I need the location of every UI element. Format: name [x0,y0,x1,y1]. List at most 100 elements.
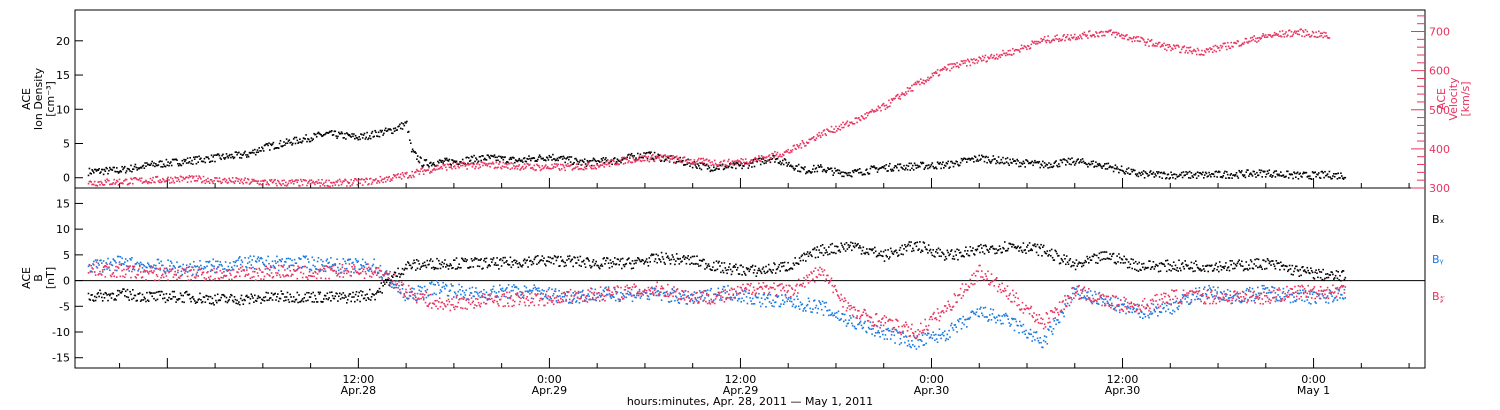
density-point [982,155,985,158]
density-point [904,169,906,171]
density-point [247,155,250,158]
bx-point [300,300,302,303]
by-point [613,296,615,298]
velocity-point [148,181,151,184]
velocity-point [1272,34,1275,37]
velocity-point [842,121,844,124]
bx-point [550,261,552,264]
bx-point [670,258,673,261]
bx-point [585,257,588,260]
by-point [323,270,325,272]
velocity-point [437,164,439,167]
density-point [389,128,391,130]
velocity-point [720,160,722,163]
velocity-point [871,108,873,111]
velocity-point [577,168,580,171]
velocity-point [627,161,629,164]
by-point [618,300,620,303]
density-point [815,167,818,169]
bx-point [824,252,827,254]
bx-point [129,290,131,293]
by-point [607,286,610,288]
velocity-point [565,164,567,166]
velocity-point [316,182,319,185]
by-point [599,296,602,298]
density-point [1218,170,1220,173]
by-point [196,265,199,267]
bx-point [806,251,809,253]
density-point [131,170,133,173]
density-point [1164,172,1166,175]
density-point [918,165,920,167]
bx-point [856,244,858,246]
bx-point [451,267,453,270]
velocity-point [1233,42,1235,44]
density-point [614,157,616,159]
by-point [445,283,447,286]
bx-point [1329,274,1332,276]
velocity-point [419,170,421,173]
density-point [566,157,568,159]
density-point [277,147,280,149]
by-point [167,259,169,261]
bx-point [727,269,729,271]
velocity-point [700,157,703,160]
density-point [271,143,274,145]
density-point [563,157,566,159]
velocity-point [758,155,760,157]
velocity-point [713,164,715,167]
velocity-point [261,183,263,186]
by-point [192,273,194,276]
bx-point [836,245,838,248]
bx-point [736,266,739,269]
density-point [1276,173,1278,176]
bx-point [713,261,715,264]
bx-point [1289,268,1292,270]
density-point [1055,160,1057,162]
velocity-point [426,169,429,171]
density-point [1104,168,1107,170]
bx-point [522,264,524,266]
density-point [369,137,372,140]
by-point [512,289,514,292]
density-point [1009,158,1011,161]
bx-point [398,272,400,275]
bx-point [1263,259,1265,262]
bx-point [889,247,892,250]
velocity-point [483,162,485,164]
density-point [1058,165,1061,168]
by-point [491,291,493,293]
velocity-point [810,138,812,140]
bx-point [171,290,174,293]
by-point [170,262,173,264]
velocity-point [1140,36,1142,39]
bx-point [391,275,393,277]
velocity-point [1234,42,1237,45]
by-point [264,265,267,268]
velocity-point [1299,28,1301,31]
velocity-point [329,185,331,188]
bx-point [508,264,511,266]
by-point [258,260,260,262]
velocity-point [1023,45,1026,47]
bx-point [924,246,926,248]
density-point [630,152,633,155]
density-point [90,173,92,175]
velocity-point [380,179,383,182]
velocity-point [1082,33,1085,36]
by-point [552,294,554,297]
density-point [383,132,385,135]
velocity-point [171,177,174,180]
density-point [776,157,779,160]
density-point [583,161,585,163]
by-point [191,266,193,268]
bx-point [739,264,742,267]
velocity-point [1122,34,1125,37]
density-point [871,166,873,168]
density-point [240,157,243,159]
velocity-point [443,164,445,167]
density-point [836,169,839,171]
velocity-point [366,178,368,180]
by-point [263,264,266,266]
